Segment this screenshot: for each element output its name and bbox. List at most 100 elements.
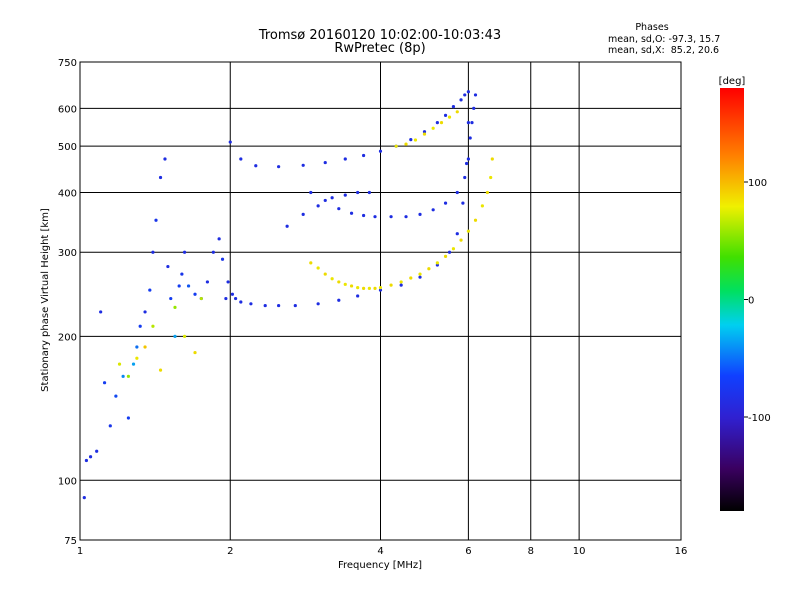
data-point: [186, 284, 191, 288]
data-point: [455, 190, 459, 195]
data-point: [182, 250, 187, 254]
grid: [80, 62, 681, 540]
data-point: [451, 105, 456, 109]
data-point: [126, 416, 130, 420]
data-point: [249, 302, 253, 306]
data-point: [459, 238, 463, 242]
data-point: [362, 286, 366, 291]
data-point: [337, 298, 341, 302]
data-point: [323, 272, 327, 276]
data-point: [217, 237, 221, 241]
y-axis-label: Stationary phase Virtual Height [km]: [40, 208, 51, 392]
data-point: [431, 126, 435, 130]
data-point: [470, 121, 474, 125]
data-point: [173, 334, 177, 338]
data-point: [158, 175, 163, 180]
data-point: [337, 207, 341, 211]
data-point: [108, 424, 112, 428]
data-point: [356, 190, 360, 195]
phases-o-line: mean, sd,O: -97.3, 15.7: [608, 34, 720, 45]
data-point: [461, 201, 465, 205]
data-point: [373, 215, 377, 219]
data-point: [316, 266, 320, 270]
data-point: [143, 345, 147, 349]
data-point: [490, 157, 494, 161]
y-tick-label: 600: [58, 104, 77, 115]
data-point: [230, 292, 235, 296]
data-point: [166, 264, 170, 269]
data-point: [169, 296, 173, 301]
data-point: [148, 288, 152, 292]
x-tick-label: 2: [227, 546, 233, 557]
data-point: [121, 374, 125, 378]
data-point: [158, 368, 163, 372]
data-point: [309, 190, 313, 195]
data-point: [239, 300, 243, 304]
data-point: [367, 190, 371, 195]
data-point: [409, 138, 413, 142]
data-point: [180, 272, 184, 276]
data-point: [226, 280, 230, 284]
data-point: [349, 284, 354, 288]
data-point: [316, 302, 320, 306]
data-point: [277, 303, 281, 308]
data-point: [468, 136, 472, 140]
data-point: [343, 282, 347, 286]
data-point: [228, 140, 232, 144]
y-tick-label: 750: [58, 58, 77, 69]
data-point: [463, 93, 467, 97]
data-point: [293, 303, 297, 308]
x-tick-label: 4: [377, 546, 383, 557]
data-point: [431, 208, 435, 212]
data-point: [323, 160, 327, 165]
data-point: [173, 305, 177, 309]
data-point: [199, 296, 203, 301]
data-point: [409, 276, 413, 280]
data-point: [399, 280, 403, 284]
colorbar-scale: [720, 88, 744, 511]
data-point: [193, 292, 197, 296]
data-point: [135, 356, 139, 360]
data-point: [143, 310, 147, 314]
data-point: [239, 157, 243, 161]
data-point: [451, 247, 456, 251]
data-point: [480, 204, 484, 208]
data-point: [330, 196, 334, 200]
phases-x-line: mean, sd,X: 85.2, 20.6: [608, 45, 719, 56]
data-point: [389, 283, 393, 287]
chart-subtitle: RwPretec (8p): [334, 41, 425, 56]
data-point: [117, 362, 122, 366]
data-point: [435, 121, 439, 125]
data-point: [343, 157, 347, 161]
data-point: [418, 272, 422, 276]
data-point: [126, 374, 130, 378]
data-point: [177, 284, 181, 288]
colorbar-ticks: 100 0 -100: [744, 178, 771, 424]
data-point: [263, 303, 267, 308]
data-point: [404, 215, 408, 219]
colorbar-tick-label: 0: [748, 296, 754, 307]
data-points: [82, 90, 494, 500]
data-point: [418, 212, 422, 216]
phases-heading: Phases: [635, 22, 668, 33]
data-point: [422, 130, 427, 134]
data-point: [443, 254, 448, 259]
data-point: [301, 212, 305, 216]
data-point: [349, 211, 354, 215]
data-point: [466, 157, 470, 161]
data-point: [422, 132, 427, 136]
data-point: [399, 283, 403, 287]
data-point: [463, 175, 467, 180]
data-point: [435, 263, 439, 267]
data-point: [323, 198, 327, 203]
x-axis-ticks: 1 2 4 6 8 10 16: [77, 546, 688, 557]
data-point: [439, 121, 444, 125]
data-point: [473, 93, 478, 97]
data-point: [443, 113, 448, 117]
data-point: [389, 215, 393, 219]
data-point: [427, 267, 431, 271]
data-point: [182, 334, 187, 338]
data-point: [220, 257, 225, 261]
data-point: [472, 106, 476, 110]
